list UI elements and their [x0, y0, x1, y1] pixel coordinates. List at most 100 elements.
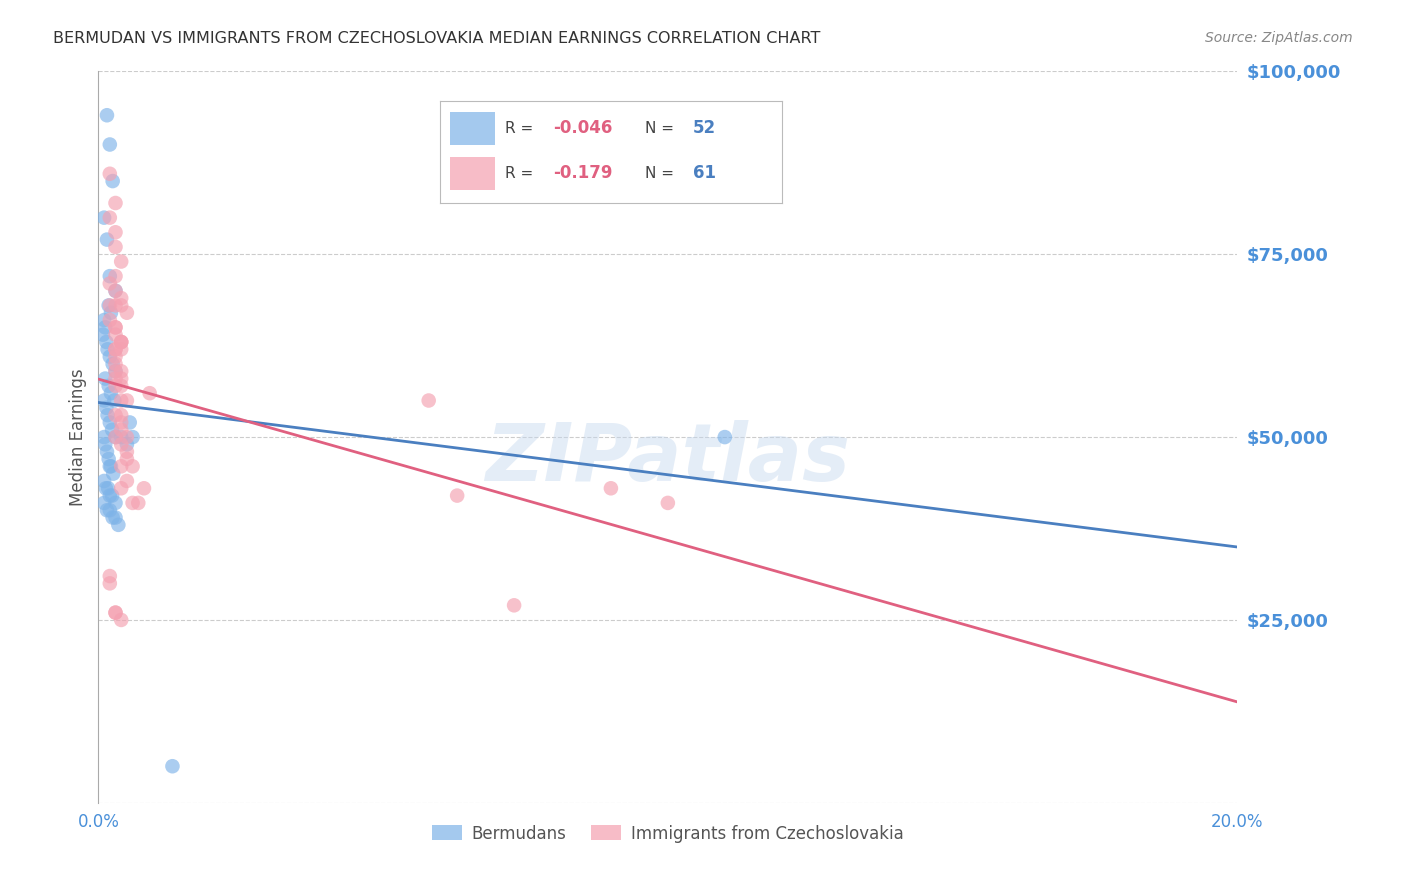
Point [104, 364, 127, 378]
Point [94, 320, 117, 334]
Point [98, 167, 121, 181]
Point [100, 459, 122, 474]
Point [104, 379, 127, 393]
Point [98, 416, 121, 430]
Point [115, 430, 138, 444]
Point [98, 298, 121, 312]
Point [93, 496, 115, 510]
Point [101, 174, 124, 188]
Point [110, 298, 132, 312]
Point [98, 269, 121, 284]
Point [103, 467, 125, 481]
Point [98, 313, 121, 327]
Point [93, 393, 115, 408]
Point [104, 320, 127, 334]
Point [138, 386, 160, 401]
Point [503, 599, 526, 613]
Point [115, 444, 138, 458]
Point [107, 517, 129, 532]
Point [110, 343, 132, 357]
Point [110, 481, 132, 495]
Point [110, 437, 132, 451]
Point [115, 437, 138, 451]
Point [115, 306, 138, 320]
Point [110, 459, 132, 474]
Point [104, 350, 127, 364]
Point [94, 481, 117, 495]
Point [98, 137, 121, 152]
Point [104, 320, 127, 334]
Point [121, 459, 143, 474]
Point [104, 269, 127, 284]
Point [104, 606, 127, 620]
Point [110, 416, 132, 430]
Point [104, 430, 127, 444]
Point [110, 408, 132, 422]
Point [115, 474, 138, 488]
Point [110, 613, 132, 627]
Point [93, 430, 115, 444]
Legend: Bermudans, Immigrants from Czechoslovakia: Bermudans, Immigrants from Czechoslovaki… [425, 818, 911, 849]
Point [104, 225, 127, 239]
Point [110, 423, 132, 437]
Point [110, 254, 132, 268]
Point [127, 496, 149, 510]
Point [93, 313, 115, 327]
Point [714, 430, 737, 444]
Point [96, 444, 118, 458]
Point [98, 489, 121, 503]
Point [118, 416, 141, 430]
Point [657, 496, 679, 510]
Point [132, 481, 155, 495]
Point [96, 503, 118, 517]
Point [101, 489, 124, 503]
Point [98, 459, 121, 474]
Point [115, 393, 138, 408]
Point [98, 277, 121, 291]
Point [104, 284, 127, 298]
Point [98, 576, 121, 591]
Point [93, 211, 115, 225]
Point [91, 327, 114, 342]
Point [97, 452, 120, 467]
Point [110, 364, 132, 378]
Point [104, 298, 127, 312]
Point [101, 357, 124, 371]
Point [162, 759, 184, 773]
Text: Source: ZipAtlas.com: Source: ZipAtlas.com [1205, 31, 1353, 45]
Point [96, 401, 118, 415]
Point [600, 481, 623, 495]
Point [110, 291, 132, 305]
Point [104, 284, 127, 298]
Point [96, 408, 118, 422]
Point [110, 430, 132, 444]
Point [97, 481, 120, 495]
Point [103, 393, 125, 408]
Point [96, 343, 118, 357]
Point [94, 437, 117, 451]
Point [104, 496, 127, 510]
Point [93, 474, 115, 488]
Point [97, 298, 120, 312]
Point [98, 503, 121, 517]
Point [418, 393, 440, 408]
Point [104, 408, 127, 422]
Point [115, 452, 138, 467]
Point [110, 334, 132, 349]
Text: BERMUDAN VS IMMIGRANTS FROM CZECHOSLOVAKIA MEDIAN EARNINGS CORRELATION CHART: BERMUDAN VS IMMIGRANTS FROM CZECHOSLOVAK… [53, 31, 821, 46]
Point [101, 510, 124, 524]
Point [446, 489, 468, 503]
Point [94, 371, 117, 385]
Point [104, 430, 127, 444]
Point [96, 334, 118, 349]
Point [98, 569, 121, 583]
Point [104, 240, 127, 254]
Point [110, 379, 132, 393]
Point [100, 386, 122, 401]
Point [110, 393, 132, 408]
Point [104, 364, 127, 378]
Point [104, 606, 127, 620]
Point [96, 108, 118, 122]
Y-axis label: Median Earnings: Median Earnings [69, 368, 87, 506]
Point [97, 379, 120, 393]
